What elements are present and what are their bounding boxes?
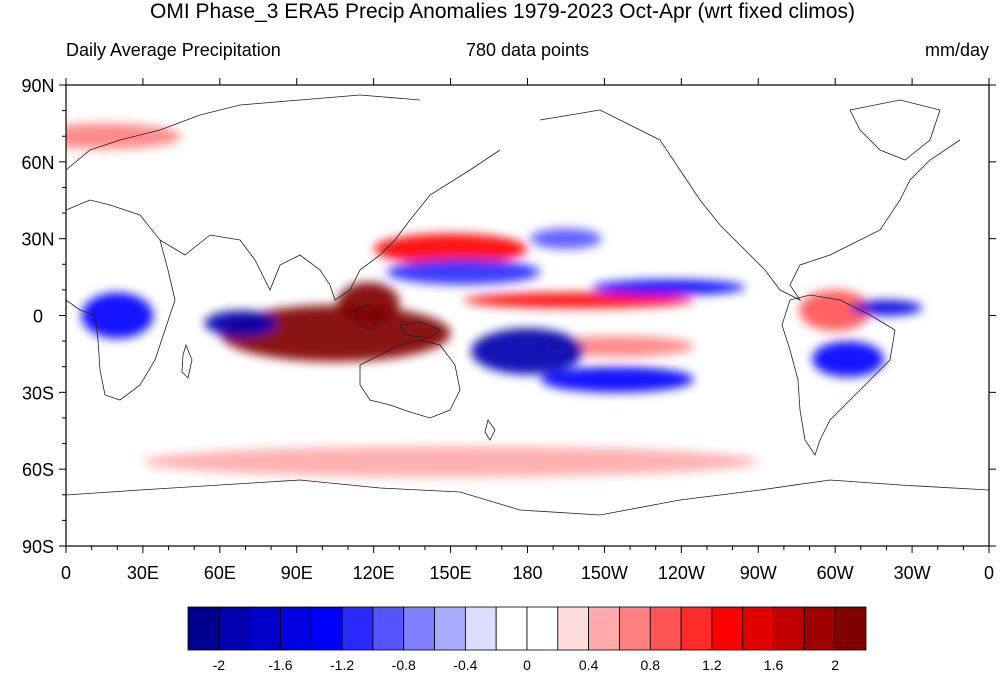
anomaly-region-indian-ocean-maritime-continent-wet <box>219 305 451 362</box>
colorbar-label: 0.8 <box>641 657 661 673</box>
anomaly-region-south-china-sea-wet <box>337 282 400 324</box>
subtitle-count: 780 data points <box>465 40 590 60</box>
lon-tick-label: 30W <box>894 563 931 583</box>
lon-tick-label: 0 <box>984 563 994 583</box>
lon-tick-label: 60E <box>204 563 236 583</box>
plot-title: OMI Phase_3 ERA5 Precip Anomalies 1979-2… <box>150 0 855 23</box>
anomaly-region-west-indian-ocean-dry <box>204 310 277 336</box>
colorbar-label: -2 <box>213 657 226 673</box>
colorbar-swatch <box>341 606 374 651</box>
colorbar-swatch <box>742 606 774 651</box>
map-axes: 90N 60N 30N 0 30S 60S 90S 0 30E 60E 90E 120E 150E 180… <box>21 76 996 583</box>
subtitle-variable: Daily Average Precipitation <box>66 40 281 60</box>
colorbar-label: 1.2 <box>702 657 722 673</box>
lon-tick-label: 30E <box>127 563 159 583</box>
colorbar-swatch <box>649 606 682 651</box>
anomaly-region-northern-europe-wet <box>66 123 182 150</box>
coastline-south-america <box>781 294 896 456</box>
colorbar-swatch <box>249 606 281 651</box>
anomaly-field <box>66 123 923 477</box>
lat-tick-label: 30S <box>22 383 54 403</box>
colorbar-label: -0.4 <box>453 657 477 673</box>
colorbar-swatch <box>526 606 559 651</box>
colorbar: -2 -1.6 -1.2 -0.8 -0.4 0 0.4 0.8 1.2 1.6 2 <box>187 606 867 673</box>
anomaly-region-west-pacific-dry <box>471 328 584 375</box>
lon-tick-label: 0 <box>61 563 71 583</box>
colorbar-swatch <box>434 606 466 651</box>
anomaly-region-brazil-dry <box>812 341 884 377</box>
anomaly-region-equatorial-atlantic-dry <box>850 300 923 316</box>
anomaly-region-south-america-wet <box>799 289 872 331</box>
colorbar-swatch <box>372 606 405 651</box>
colorbar-swatch <box>619 606 651 651</box>
coastline-europe <box>66 94 421 171</box>
colorbar-swatch <box>711 606 744 651</box>
coastline-antarctica <box>66 479 989 516</box>
colorbar-swatch <box>557 606 590 651</box>
colorbar-label: -1.6 <box>268 657 292 673</box>
lon-tick-label: 120E <box>353 563 395 583</box>
colorbar-swatch <box>588 606 620 651</box>
coastline-new-zealand <box>484 419 496 441</box>
coastline-new-guinea <box>399 321 441 339</box>
anomaly-region-east-africa-dry <box>81 292 154 339</box>
lat-tick-label: 60S <box>22 460 54 480</box>
colorbar-swatch <box>464 606 497 651</box>
coastline-north-america <box>539 109 961 302</box>
anomaly-region-subtropical-pacific-dry <box>530 228 602 249</box>
anomaly-region-eastern-pacific-dry <box>591 279 746 296</box>
colorbar-swatch <box>218 606 251 651</box>
colorbar-swatch <box>187 606 220 651</box>
coastline-madagascar <box>181 343 193 379</box>
coastline-greenland <box>849 99 941 161</box>
lon-tick-label: 90E <box>281 563 313 583</box>
coastlines <box>66 94 989 516</box>
subtitle-units: mm/day <box>924 40 989 60</box>
anomaly-region-north-equatorial-pacific-dry <box>386 259 541 285</box>
colorbar-swatch <box>773 606 805 651</box>
colorbar-swatch <box>310 606 343 651</box>
lat-tick-label: 90S <box>22 537 54 557</box>
lon-tick-label: 90W <box>740 563 777 583</box>
colorbar-swatch <box>280 606 312 651</box>
lon-tick-label: 120W <box>658 563 705 583</box>
lon-tick-label: 60W <box>817 563 854 583</box>
coastline-south-asia <box>159 149 501 301</box>
colorbar-label: 1.6 <box>764 657 784 673</box>
lon-tick-label: 150W <box>581 563 628 583</box>
lon-tick-label: 150E <box>430 563 472 583</box>
lat-tick-label: 30N <box>21 230 54 250</box>
anomaly-region-north-pacific-wet-band <box>373 233 528 265</box>
coastline-africa <box>66 199 176 401</box>
colorbar-label: 0.4 <box>579 657 599 673</box>
lat-tick-label: 60N <box>21 153 54 173</box>
lat-tick-label: 0 <box>33 307 43 327</box>
colorbar-swatch <box>403 606 435 651</box>
coastline-borneo <box>354 304 381 331</box>
colorbar-swatch <box>834 606 867 651</box>
colorbar-swatch <box>495 606 528 651</box>
anomaly-region-equatorial-central-pacific-wet <box>463 292 695 308</box>
lon-tick-label: 180 <box>512 563 542 583</box>
colorbar-label: -1.2 <box>330 657 354 673</box>
colorbar-label: 2 <box>831 657 839 673</box>
anomaly-region-spcz-dry-band <box>540 366 695 393</box>
lat-tick-label: 90N <box>21 76 54 96</box>
colorbar-label: 0 <box>523 657 531 673</box>
colorbar-swatch <box>680 606 713 651</box>
coastline-australia <box>359 339 461 419</box>
colorbar-swatch <box>803 606 836 651</box>
anomaly-region-southern-ocean-wet <box>142 446 759 477</box>
colorbar-label: -0.8 <box>392 657 416 673</box>
